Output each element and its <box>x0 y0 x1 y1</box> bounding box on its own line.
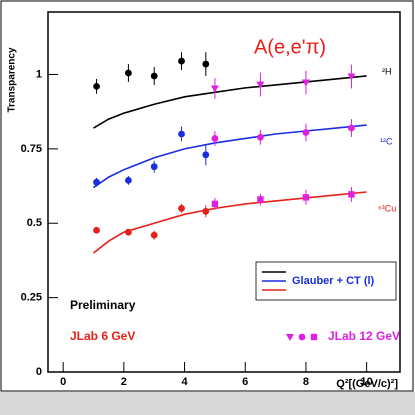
legend-marker <box>298 333 306 341</box>
y-tick-label: 0 <box>36 366 42 378</box>
legend-label: JLab 12 GeV <box>328 329 400 343</box>
x-tick-label: 0 <box>60 376 66 388</box>
marker <box>125 69 132 77</box>
marker <box>202 60 210 68</box>
marker <box>257 133 264 141</box>
annotation: A(e,e'π) <box>254 36 326 58</box>
marker <box>178 204 185 212</box>
marker <box>150 163 158 171</box>
x-tick-label: 4 <box>181 376 188 388</box>
y-tick-label: 0.75 <box>21 143 42 155</box>
legend-marker <box>310 333 318 341</box>
x-tick-label: 2 <box>121 376 127 388</box>
marker <box>93 178 100 186</box>
legend-label: Glauber + CT (l) <box>292 275 375 287</box>
y-tick-label: 0.25 <box>21 292 42 304</box>
y-tick-label: 0.5 <box>27 217 42 229</box>
legend-marker <box>286 334 294 341</box>
marker <box>93 82 100 90</box>
y-tick-label: 1 <box>36 68 42 80</box>
marker <box>178 57 185 65</box>
x-tick-label: 8 <box>303 376 309 388</box>
marker <box>125 228 132 236</box>
marker <box>211 200 219 208</box>
marker <box>301 79 310 87</box>
marker <box>178 130 185 138</box>
y-axis-label: Transparency <box>7 47 18 112</box>
marker <box>211 135 219 142</box>
nucleus-label: ⁶³Cu <box>378 203 396 213</box>
plot-area <box>47 11 401 373</box>
marker <box>210 85 219 93</box>
marker <box>150 231 158 239</box>
x-tick-label: 10 <box>360 376 372 388</box>
marker <box>125 176 132 184</box>
preliminary: Preliminary <box>70 298 136 312</box>
marker <box>93 226 100 234</box>
marker <box>347 73 356 81</box>
marker <box>150 72 158 80</box>
marker <box>257 196 264 203</box>
marker <box>202 207 210 215</box>
marker <box>256 81 265 89</box>
marker <box>348 124 355 132</box>
x-axis-label: Q²[(GeV/c)²] <box>336 378 398 390</box>
nucleus-label: ¹²C <box>380 136 393 146</box>
legend-label: JLab 6 GeV <box>70 329 135 343</box>
marker <box>348 191 355 198</box>
marker <box>302 129 310 136</box>
marker <box>202 151 210 159</box>
x-tick-label: 6 <box>242 376 248 388</box>
nucleus-label: ²H <box>382 66 392 76</box>
marker <box>302 194 310 201</box>
footer-bar <box>0 392 415 415</box>
